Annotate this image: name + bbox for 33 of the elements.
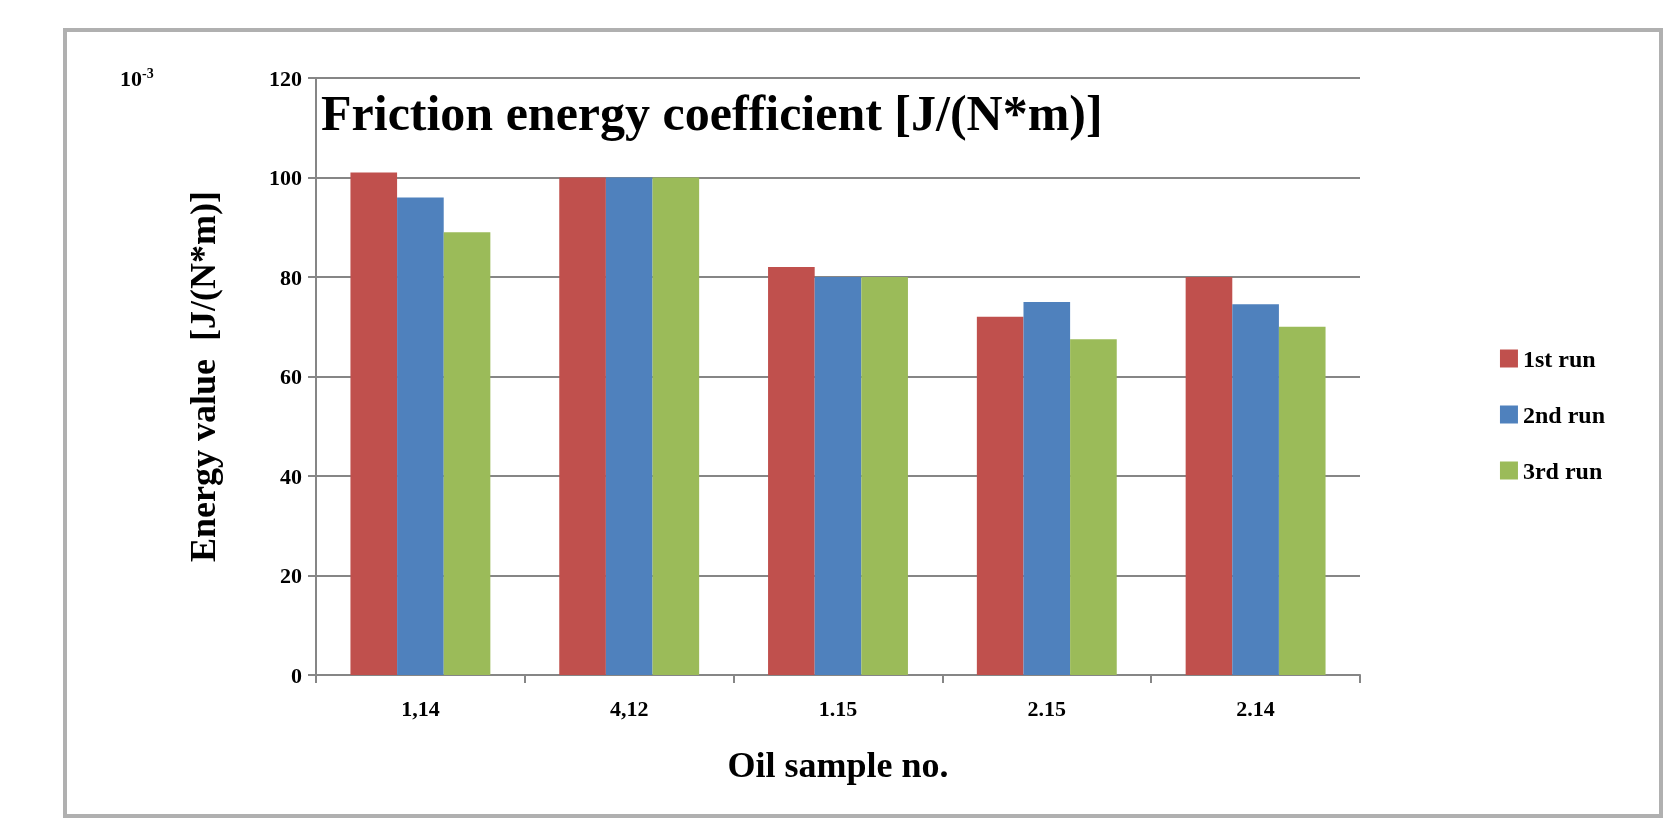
y-tick-label: 0 (291, 662, 302, 688)
legend-label: 1st run (1522, 345, 1596, 372)
bar (443, 232, 491, 675)
x-tick-label: 2.14 (1236, 695, 1275, 721)
bar (1023, 301, 1071, 675)
x-tick-label: 1,14 (401, 695, 440, 721)
bar (1278, 326, 1326, 675)
bar (768, 267, 815, 675)
y-tick-label: 60 (280, 364, 302, 389)
y-tick-label: 20 (280, 563, 302, 588)
bar (652, 177, 700, 675)
x-tick-label: 2.15 (1027, 695, 1067, 721)
bar (861, 277, 908, 675)
bar (397, 197, 444, 675)
y-tick-label: 120 (269, 65, 302, 91)
legend-label: 3rd run (1522, 457, 1603, 484)
y-tick-label: 100 (269, 165, 302, 190)
bar (1232, 304, 1279, 675)
bar (976, 316, 1024, 675)
legend-label: 2nd run (1522, 401, 1605, 428)
bar (559, 177, 606, 675)
x-axis-title: Oil sample no. (727, 745, 949, 785)
x-tick-label: 4,12 (609, 695, 649, 721)
y-axis-title: Energy value [J/(N*m)] (183, 191, 223, 562)
bar (605, 177, 653, 675)
bar (1185, 277, 1233, 675)
x-tick-label: 1.15 (818, 695, 858, 721)
y-tick-label: 80 (280, 264, 302, 290)
chart-title: Friction energy coefficient [J/(N*m)] (321, 85, 1103, 141)
bar (1070, 339, 1117, 675)
bar (350, 172, 398, 675)
bar (814, 277, 862, 675)
y-tick-label: 40 (280, 463, 302, 489)
